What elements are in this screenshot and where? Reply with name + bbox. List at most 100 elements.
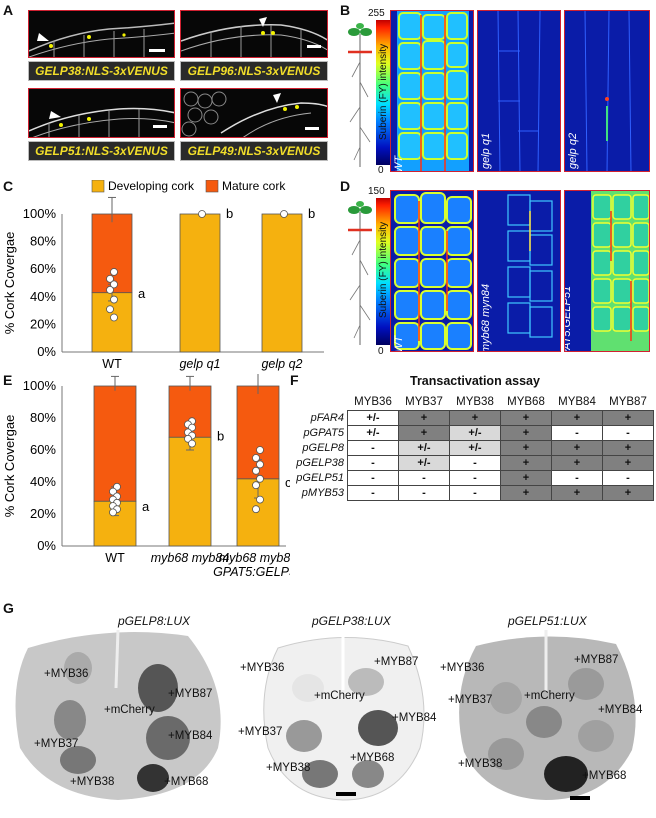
table-cell: + <box>449 410 501 426</box>
fy-cell-pattern <box>394 192 472 350</box>
label-myb87: +MYB87 <box>168 688 213 700</box>
data-point <box>256 446 264 454</box>
image-label-myb68-myn84: myb68 myn84 <box>480 283 492 352</box>
x-category-label: myb68 myb84 <box>151 551 230 565</box>
microscopy-image-gelp51 <box>28 88 175 138</box>
label-myb36: +MYB36 <box>440 662 485 674</box>
table-cell: - <box>347 440 399 456</box>
label-myb68: +MYB68 <box>164 776 209 788</box>
leaf-image-gelp51 <box>459 630 636 800</box>
y-tick-label: 20% <box>30 316 56 331</box>
fy-cell-pattern <box>497 11 541 171</box>
chart-c: Developing cork Mature cork 0% 20% 40% 60% 80%… <box>2 180 324 371</box>
x-category-label: GPAT5:GELP51 <box>213 565 290 579</box>
table-cell: + <box>398 410 450 426</box>
transactivation-table: MYB36 MYB37 MYB38 MYB68 MYB84 MYB87 pFAR… <box>294 394 654 501</box>
label-myb38: +MYB38 <box>266 762 311 774</box>
label-myb87: +MYB87 <box>574 654 619 666</box>
data-point <box>280 210 288 218</box>
data-point <box>106 274 114 283</box>
data-point <box>252 454 260 462</box>
label-myb84: +MYB84 <box>598 704 643 716</box>
legend-swatch-mature <box>205 180 219 193</box>
table-cell: + <box>398 425 450 441</box>
label-myb36: +MYB36 <box>44 668 89 680</box>
data-point <box>256 495 264 504</box>
table-cell: + <box>602 455 654 471</box>
bar-developing-cork <box>261 213 303 353</box>
image-label-line1: myb68 myb84 GPAT5:GELP51 <box>565 215 573 351</box>
data-point <box>252 505 260 514</box>
label-mcherry: +mCherry <box>314 690 365 702</box>
intensity-colorbar <box>376 20 390 165</box>
plant-seedling-icon <box>348 23 372 167</box>
data-point <box>106 305 114 314</box>
label-mcherry: +mCherry <box>104 704 155 716</box>
image-label-wt: WT <box>393 155 405 172</box>
table-cell: - <box>602 425 654 441</box>
caption-gelp51: GELP51:NLS-3xVENUS <box>28 141 175 161</box>
label-myb84: +MYB84 <box>392 712 437 724</box>
y-tick-label: 80% <box>30 410 56 425</box>
colorbar-title: Suberin (FY) intensity <box>378 43 389 140</box>
table-cell: + <box>500 470 552 486</box>
caption-gelp96: GELP96:NLS-3xVENUS <box>180 61 328 81</box>
table-cell: + <box>500 485 552 501</box>
panel-letter-c: C <box>3 178 14 194</box>
y-tick-label: 100% <box>23 378 57 393</box>
y-tick-label: 60% <box>30 261 56 276</box>
table-cell: + <box>500 410 552 426</box>
data-point <box>256 474 264 483</box>
table-cell: + <box>551 485 603 501</box>
image-label-gelp-q1: gelp q1 <box>480 132 492 169</box>
fy-cell-pattern <box>591 191 649 351</box>
fy-cell-pattern <box>397 11 469 171</box>
microscopy-image-gelp96 <box>180 10 328 58</box>
significance-letter: a <box>142 499 150 514</box>
fy-image-wt: WT <box>390 10 474 172</box>
table-row: pFAR4 +/- + + + + + <box>294 410 654 426</box>
x-category-label: gelp q1 <box>179 357 220 371</box>
table-cell: - <box>398 470 450 486</box>
microscopy-image-gelp49 <box>180 88 328 138</box>
table-cell: - <box>398 485 450 501</box>
chart-e: 0% 20% 40% 60% 80% 100% % Cork Covergae a WT b myb… <box>2 374 290 579</box>
plant-seedling-icon <box>348 201 372 345</box>
label-myb84: +MYB84 <box>168 730 213 742</box>
cell-layer-drawing <box>181 91 327 137</box>
col-header: MYB68 <box>507 396 545 408</box>
image-label-gelp-q2: gelp q2 <box>567 132 579 169</box>
significance-letter: c <box>285 475 290 490</box>
colorbar-title: Suberin (FY) intensity <box>378 221 389 318</box>
panel-letter-b: B <box>340 2 351 18</box>
row-header: pGELP51 <box>296 472 344 484</box>
data-point <box>109 508 117 517</box>
table-title: Transactivation assay <box>410 374 540 388</box>
table-cell: - <box>551 425 603 441</box>
x-category-label: myb68 myb84 <box>219 551 290 565</box>
row-header: pGELP8 <box>302 442 344 454</box>
y-tick-label: 40% <box>30 474 56 489</box>
bar-developing-cork <box>168 436 212 547</box>
table-header-row: MYB36 MYB37 MYB38 MYB68 MYB84 MYB87 <box>294 394 654 411</box>
table-cell: - <box>347 485 399 501</box>
legend-label-developing: Developing cork <box>108 180 195 193</box>
data-point <box>106 286 114 294</box>
table-cell: + <box>551 440 603 456</box>
label-mcherry: +mCherry <box>524 690 575 702</box>
row-header: pGPAT5 <box>303 427 344 439</box>
table-cell: + <box>551 455 603 471</box>
table-cell: +/- <box>398 440 450 456</box>
data-point <box>110 280 118 289</box>
scale-bar <box>307 45 321 48</box>
bar-mature-cork <box>93 385 137 502</box>
table-cell: +/- <box>449 425 501 441</box>
fy-image-gelp-q2: gelp q2 <box>564 10 650 172</box>
x-category-label: WT <box>105 551 125 565</box>
table-row: pGELP51- - - + - - <box>294 470 654 486</box>
table-cell: - <box>602 470 654 486</box>
table-cell: +/- <box>347 425 399 441</box>
legend-label-mature: Mature cork <box>222 180 286 193</box>
caption-gelp49: GELP49:NLS-3xVENUS <box>180 141 328 161</box>
cell-layer-drawing <box>181 17 327 57</box>
